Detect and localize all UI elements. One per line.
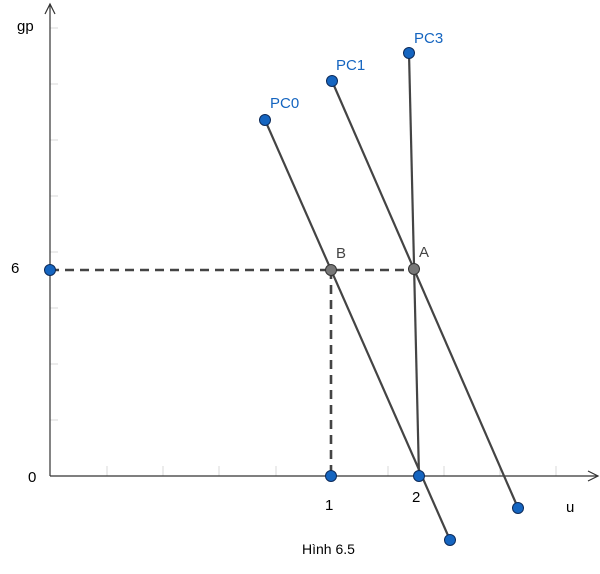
x-axis-point-2 <box>413 470 425 482</box>
pc3-label: PC3 <box>414 30 443 47</box>
x-axis-point-1 <box>325 470 337 482</box>
pc1-line <box>330 80 520 509</box>
x-axis-label: u <box>566 499 574 516</box>
y-tick-6: 6 <box>11 260 19 277</box>
y-tick-0: 0 <box>28 469 36 486</box>
point-b <box>325 264 337 276</box>
y-axis-arrow <box>44 2 56 15</box>
figure-caption: Hình 6.5 <box>302 541 355 557</box>
x-tick-2: 2 <box>412 489 420 506</box>
y-axis-label: gp <box>17 18 34 35</box>
pc0-endpoint-bottom <box>444 534 456 546</box>
pc0-endpoint-top <box>259 114 271 126</box>
grid-lines <box>50 27 557 476</box>
pc1-label: PC1 <box>336 57 365 74</box>
pc0-label: PC0 <box>270 95 299 112</box>
point-a-label: A <box>419 244 429 261</box>
x-tick-1: 1 <box>325 497 333 514</box>
x-axis-arrow <box>587 470 600 482</box>
point-b-label: B <box>336 245 346 262</box>
pc1-endpoint-top <box>326 75 338 87</box>
pc1-endpoint-bottom <box>512 502 524 514</box>
pc3-endpoint-top <box>403 47 415 59</box>
point-a <box>408 263 420 275</box>
y-axis-point-6 <box>44 264 56 276</box>
